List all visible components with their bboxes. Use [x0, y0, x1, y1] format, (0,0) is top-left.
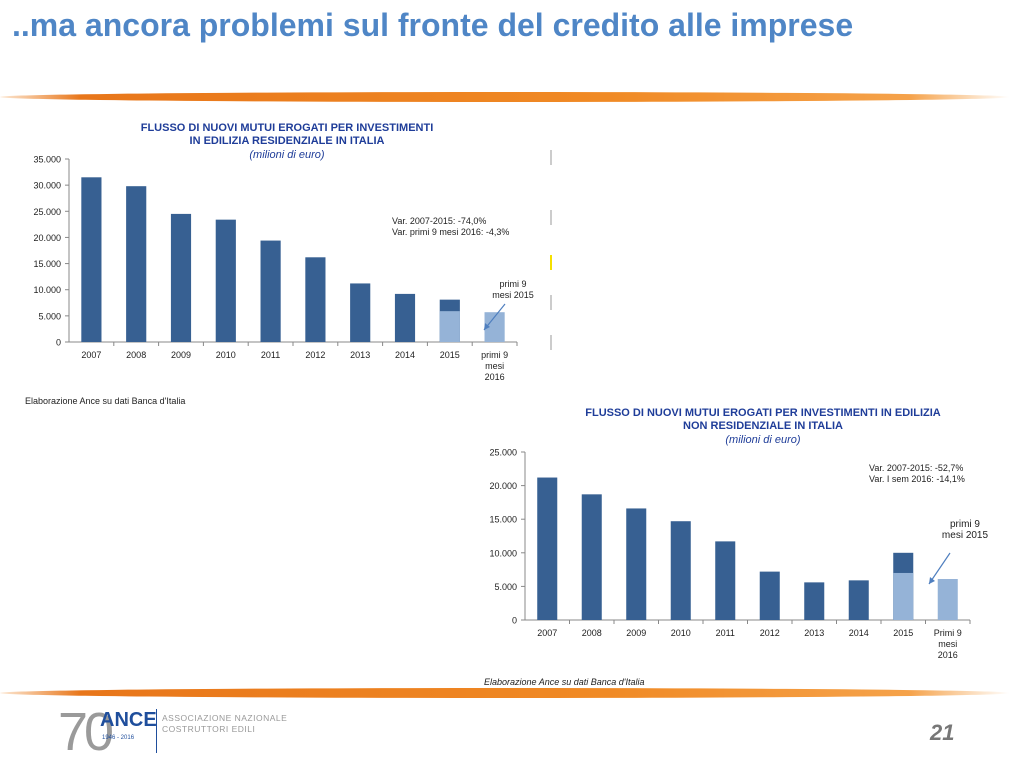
chart2-bar-2011 — [715, 541, 736, 620]
chart1-bar-2014 — [394, 293, 416, 342]
chart2-title-line2: NON RESIDENZIALE IN ITALIA — [683, 420, 843, 432]
chart2-x-label: 2013 — [804, 628, 824, 638]
chart2-callout-arrow-icon — [928, 552, 951, 585]
slide-title: ..ma ancora problemi sul fronte del cred… — [12, 7, 854, 43]
logo-years: 1946 - 2016 — [102, 735, 135, 741]
chart1-y-tick-label: 15.000 — [33, 259, 61, 269]
decorative-brush-stroke-top — [0, 92, 1010, 102]
chart2-y-tick-label: 0 — [512, 616, 517, 626]
chart2-bar-highlight-9 — [937, 579, 958, 620]
chart2-bar-2012 — [759, 571, 780, 620]
chart2-x-label: 2011 — [716, 628, 735, 638]
chart1-bar-2009 — [170, 213, 192, 342]
chart1-x-label: primi 9 mesi 2016 — [481, 350, 508, 382]
chart1-x-label: 2009 — [171, 350, 191, 360]
decorative-brush-stroke-bottom — [0, 688, 1010, 698]
chart1-bar-2012 — [305, 257, 326, 342]
logo-line1: ASSOCIAZIONE NAZIONALE — [162, 713, 288, 723]
chart2-x-label: Primi 9 mesi 2016 — [934, 628, 962, 660]
logo-brand: ANCE — [100, 709, 157, 731]
chart2-bar-2008 — [581, 494, 602, 620]
chart1-bar-2011 — [260, 240, 281, 342]
chart1-bar-2010 — [215, 219, 236, 342]
chart1-bar-2013 — [350, 283, 371, 342]
chart1-subtitle: (milioni di euro) — [249, 149, 325, 161]
chart2-y-tick-label: 15.000 — [489, 515, 517, 525]
logo-number: 70 — [58, 702, 114, 762]
chart1-y-tick-label: 5.000 — [38, 311, 61, 321]
chart2-x-label: 2007 — [537, 628, 557, 638]
chart1-arrowhead-icon — [484, 323, 490, 330]
chart2-bar-2010 — [670, 521, 691, 620]
chart1-bar-highlight-9 — [484, 312, 505, 342]
chart1-bar-highlight-8 — [439, 311, 460, 342]
chart2-bar-2009 — [626, 508, 647, 620]
chart1-source: Elaborazione Ance su dati Banca d'Italia — [25, 396, 186, 406]
chart2-y-tick-label: 5.000 — [494, 582, 517, 592]
chart1-y-tick-label: 20.000 — [33, 233, 61, 243]
chart2-source: Elaborazione Ance su dati Banca d'Italia — [484, 677, 645, 687]
ance-logo: 70 ANCE 1946 - 2016 ASSOCIAZIONE NAZIONA… — [58, 702, 318, 762]
chart1-x-label: 2013 — [350, 350, 370, 360]
chart2-callout-label: primi 9 — [950, 519, 980, 530]
chart2-x-label: 2014 — [849, 628, 869, 638]
chart2-subtitle: (milioni di euro) — [725, 434, 801, 446]
chart2-title: FLUSSO DI NUOVI MUTUI EROGATI PER INVEST… — [585, 407, 941, 419]
chart1-title-line2: IN EDILIZIA RESIDENZIALE IN ITALIA — [190, 135, 385, 147]
chart2-x-label: 2009 — [626, 628, 646, 638]
chart1-y-tick-label: 30.000 — [33, 181, 61, 191]
chart2-y-tick-label: 20.000 — [489, 481, 517, 491]
chart1-callout-label: mesi 2015 — [492, 290, 534, 300]
chart2-variation-note: Var. I sem 2016: -14,1% — [869, 474, 965, 484]
logo-line2: COSTRUTTORI EDILI — [162, 724, 256, 734]
chart1-y-tick-label: 10.000 — [33, 285, 61, 295]
chart1-y-tick-label: 35.000 — [33, 155, 61, 165]
chart1-x-label: 2007 — [81, 350, 101, 360]
chart1-variation-note: Var. primi 9 mesi 2016: -4,3% — [392, 227, 509, 237]
chart1-y-tick-label: 25.000 — [33, 207, 61, 217]
chart1-variation-note: Var. 2007-2015: -74,0% — [392, 216, 486, 226]
chart2-callout-label: mesi 2015 — [942, 530, 989, 541]
chart1-title: FLUSSO DI NUOVI MUTUI EROGATI PER INVEST… — [141, 122, 434, 134]
chart2-x-label: 2008 — [582, 628, 602, 638]
chart2-y-tick-label: 10.000 — [489, 548, 517, 558]
chart2-y-tick-label: 25.000 — [489, 448, 517, 458]
chart1-x-label: 2008 — [126, 350, 146, 360]
page-number: 21 — [930, 720, 955, 745]
chart1-x-label: 2014 — [395, 350, 415, 360]
chart1-bar-2008 — [126, 186, 147, 342]
chart1-bar-2007 — [81, 177, 102, 342]
chart2-arrowhead-icon — [929, 577, 935, 584]
chart1-x-label: 2015 — [440, 350, 460, 360]
chart2-bar-2007 — [537, 477, 558, 620]
chart1-x-label: 2012 — [305, 350, 325, 360]
chart1-x-label: 2010 — [216, 350, 236, 360]
chart2-x-label: 2015 — [893, 628, 913, 638]
logo-divider — [156, 709, 157, 753]
chart1-callout-label: primi 9 — [499, 279, 526, 289]
chart2-bar-2013 — [804, 582, 825, 620]
chart2-x-label: 2012 — [760, 628, 780, 638]
chart1-y-tick-label: 0 — [56, 338, 61, 348]
chart2-bar-2014 — [848, 580, 869, 620]
chart1-x-label: 2011 — [261, 350, 280, 360]
chart2-x-label: 2010 — [671, 628, 691, 638]
chart2-variation-note: Var. 2007-2015: -52,7% — [869, 463, 963, 473]
chart2-bar-highlight-8 — [893, 572, 914, 620]
